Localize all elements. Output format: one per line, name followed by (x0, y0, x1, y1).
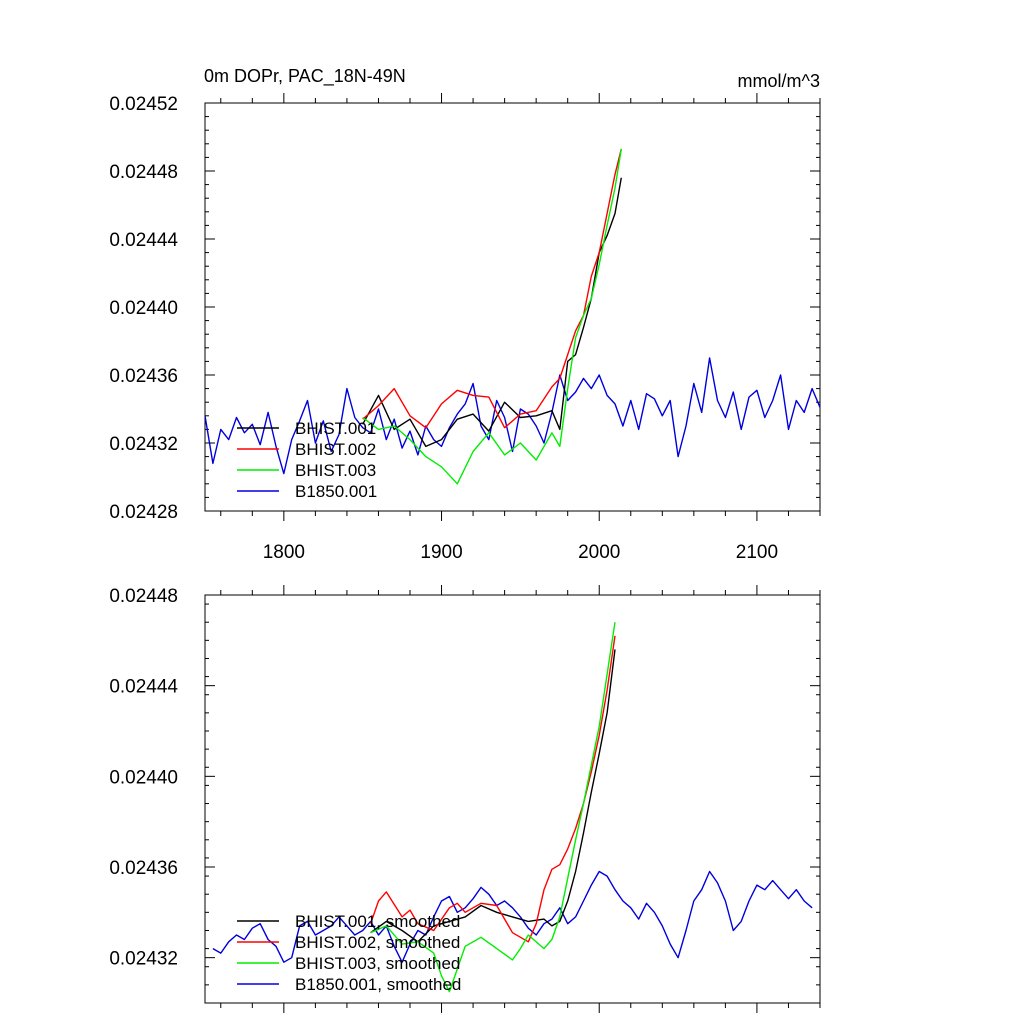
legend: BHIST.001, smoothed BHIST.002, smoothed BH… (237, 912, 461, 994)
y-tick-label: 0.02444 (109, 677, 178, 698)
y-tick-label: 0.02452 (109, 94, 178, 115)
legend-label: BHIST.003, smoothed (295, 954, 460, 973)
y-tick-label: 0.02436 (109, 858, 178, 879)
x-tick-label: 2000 (578, 542, 620, 563)
series-line-2 (362, 148, 622, 429)
y-tick-label: 0.02440 (109, 298, 178, 319)
series-line-3 (370, 622, 616, 993)
y-tick-label: 0.02432 (109, 434, 178, 455)
x-tick-label: 2100 (736, 542, 778, 563)
x-tick-label: 1800 (263, 542, 305, 563)
y-tick-label: 0.02428 (109, 502, 178, 523)
legend-label: BHIST.001 (295, 419, 376, 438)
series-line-4 (205, 357, 820, 475)
y-tick-label: 0.02432 (109, 949, 178, 970)
plot-frame (204, 594, 821, 1004)
legend: BHIST.001 BHIST.002 BHIST.003 B1850.001 (237, 419, 377, 501)
units-label: mmol/m^3 (738, 71, 820, 91)
chart-title: 0m DOPr, PAC_18N-49N (204, 66, 406, 87)
y-tick-label: 0.02448 (109, 162, 178, 183)
series-line-1 (370, 649, 616, 943)
series-line-4 (212, 870, 813, 963)
series-line-1 (362, 177, 622, 448)
y-tick-label: 0.02444 (109, 230, 178, 251)
y-tick-label: 0.02436 (109, 366, 178, 387)
series-group (212, 622, 813, 993)
series-line-3 (362, 148, 622, 485)
x-tick-label: 1900 (420, 542, 462, 563)
legend-label: B1850.001 (295, 482, 377, 501)
series-line-2 (369, 635, 616, 943)
bottom-panel: 0.02432 0.02436 0.02440 0.02444 0.02448 BHIST… (109, 585, 821, 1013)
legend-label: B1850.001, smoothed (295, 975, 461, 994)
top-panel: 0.02428 0.02432 0.02436 0.02440 0.02444 0.024… (109, 93, 821, 563)
series-group (205, 148, 820, 485)
legend-label: BHIST.002 (295, 440, 376, 459)
legend-label: BHIST.002, smoothed (295, 933, 460, 952)
y-tick-label: 0.02448 (109, 586, 178, 607)
legend-label: BHIST.003 (295, 461, 376, 480)
legend-label: BHIST.001, smoothed (295, 912, 460, 931)
y-tick-label: 0.02440 (109, 767, 178, 788)
